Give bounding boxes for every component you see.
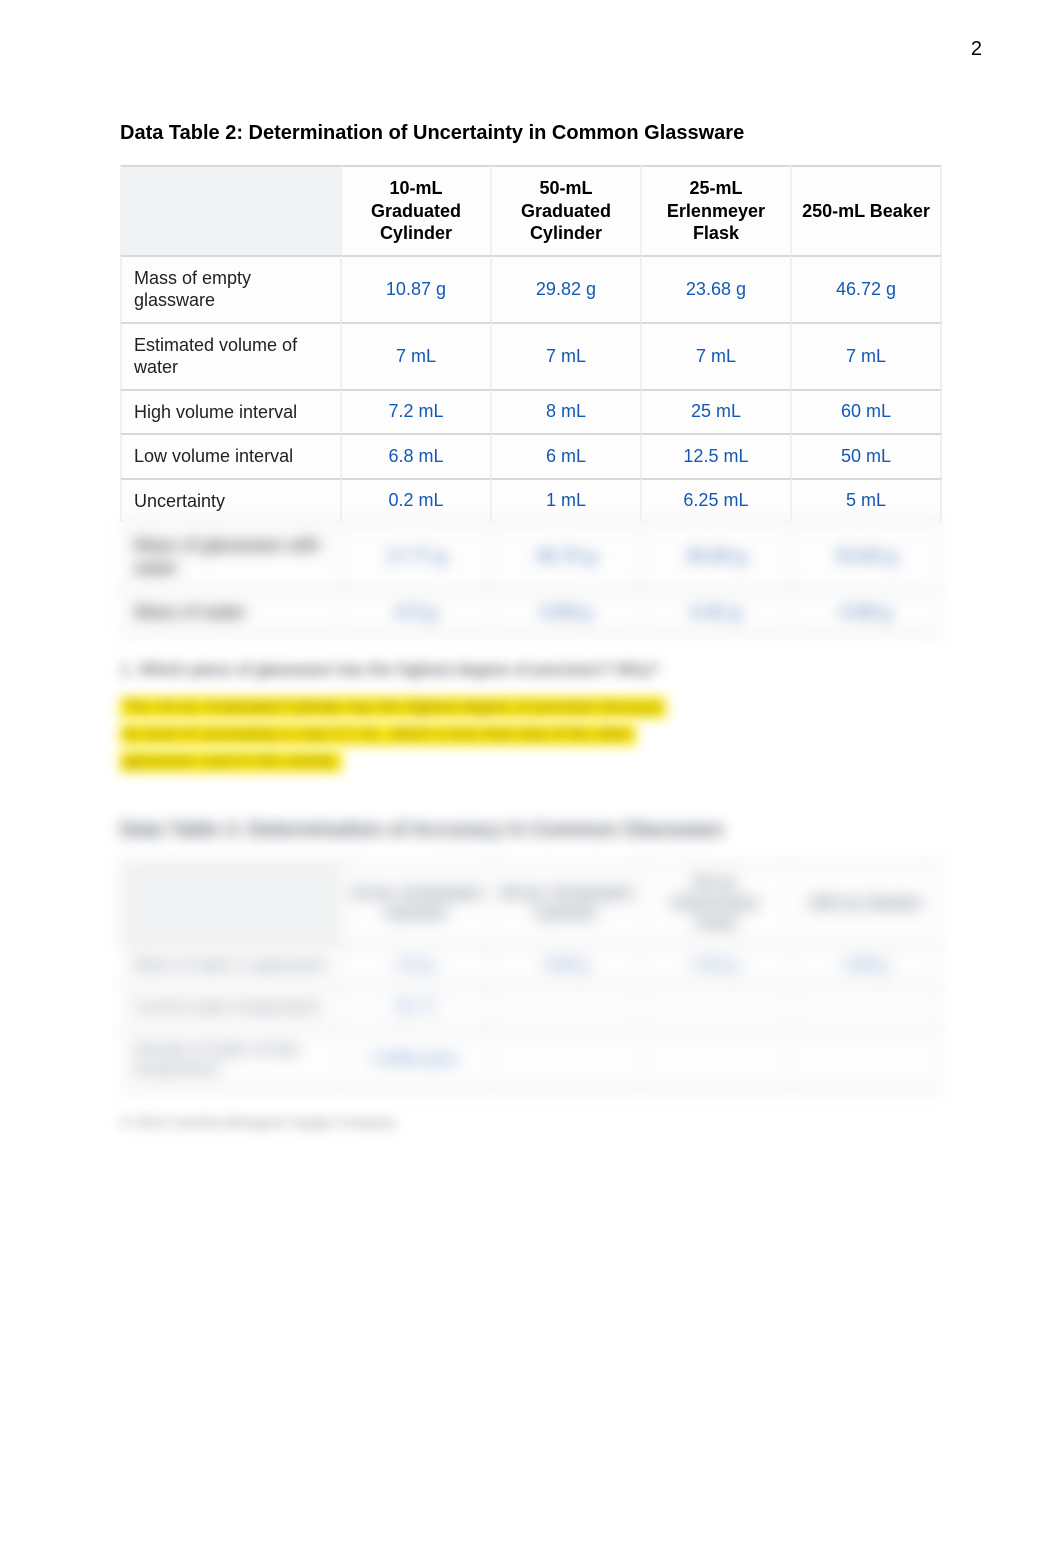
col-blank [120,165,342,255]
cell: 6.92 g [642,589,792,636]
footer-copyright: © 2016 Carolina Biological Supply Compan… [120,1114,942,1130]
col-50ml: 50-mL Graduated Cylinder [492,862,642,944]
table-row: Current water temperature 20 °C [120,986,942,1028]
table-row: Low volume interval 6.8 mL 6 mL 12.5 mL … [120,433,942,478]
cell: 6.9 g [342,589,492,636]
col-25ml-flask: 25-mL Erlenmeyer Flask [642,862,792,944]
cell [792,1028,942,1092]
cell: 10.87 g [342,255,492,322]
cell: 6.8 mL [342,433,492,478]
cell: 6.88 g [492,589,642,636]
cell: 60 mL [792,389,942,434]
table-row: Mass of empty glassware 10.87 g 29.82 g … [120,255,942,322]
table3-title: Data Table 3: Determination of Accuracy … [120,817,942,844]
cell: 17.77 g [342,522,492,589]
table-row: Density of water at that temperature 0.9… [120,1028,942,1092]
cell: 12.5 mL [642,433,792,478]
cell: 7 mL [792,322,942,389]
cell: 6.92 g [642,944,792,986]
cell: 7.2 mL [342,389,492,434]
table-row: Uncertainty 0.2 mL 1 mL 6.25 mL 5 mL [120,478,942,523]
row-label: Mass of glassware with water [120,522,342,589]
highlight-line: glassware used in this activity. [120,751,342,772]
cell: 29.82 g [492,255,642,322]
cell: 7 mL [342,322,492,389]
cell: 1 mL [492,478,642,523]
table-row: Mass of water in glassware 6.9 g 6.88 g … [120,944,942,986]
col-blank [120,862,342,944]
col-10ml: 10-mL Graduated Cylinder [342,862,492,944]
page-number: 2 [971,38,982,61]
row-label: Mass of water in glassware [120,944,342,986]
cell: 5 mL [792,478,942,523]
table-row: Estimated volume of water 7 mL 7 mL 7 mL… [120,322,942,389]
row-label: Uncertainty [120,478,342,523]
cell [492,1028,642,1092]
cell: 6.88 g [492,944,642,986]
row-label: Current water temperature [120,986,342,1028]
col-250ml-beaker: 250-mL Beaker [792,165,942,255]
col-10ml: 10-mL Graduated Cylinder [342,165,492,255]
highlight-line: its level of uncertainty is only 0.2 mL,… [120,724,636,745]
cell: 7 mL [642,322,792,389]
cell [642,1028,792,1092]
data-table-2: 10-mL Graduated Cylinder 50-mL Graduated… [120,165,942,636]
cell: 6.88 g [792,944,942,986]
row-label: Low volume interval [120,433,342,478]
col-250ml-beaker: 250-mL Beaker [792,862,942,944]
cell: 6.88 g [792,589,942,636]
answer-highlight: The 10-mL Graduated Cylinder has the hig… [120,694,942,776]
table-header-row: 10-mL Graduated Cylinder 50-mL Graduated… [120,165,942,255]
cell: 23.68 g [642,255,792,322]
cell: 0.9982 g/mL [342,1028,492,1092]
row-label: Mass of water [120,589,342,636]
cell: 20 °C [342,986,492,1028]
cell: 30.60 g [642,522,792,589]
cell: 25 mL [642,389,792,434]
table2-title: Data Table 2: Determination of Uncertain… [120,120,942,147]
cell: 0.2 mL [342,478,492,523]
cell: 53.60 g [792,522,942,589]
row-label: Estimated volume of water [120,322,342,389]
question-1: 1. Which piece of glassware has the high… [120,660,942,680]
cell: 6 mL [492,433,642,478]
highlight-line: The 10-mL Graduated Cylinder has the hig… [120,697,666,718]
row-label: Mass of empty glassware [120,255,342,322]
cell [792,986,942,1028]
cell [642,986,792,1028]
row-label: High volume interval [120,389,342,434]
cell: 6.9 g [342,944,492,986]
col-25ml-flask: 25-mL Erlenmeyer Flask [642,165,792,255]
data-table-3: 10-mL Graduated Cylinder 50-mL Graduated… [120,862,942,1092]
table-row: High volume interval 7.2 mL 8 mL 25 mL 6… [120,389,942,434]
cell: 6.25 mL [642,478,792,523]
table-row-blurred: Mass of glassware with water 17.77 g 36.… [120,522,942,589]
row-label: Density of water at that temperature [120,1028,342,1092]
cell: 36.70 g [492,522,642,589]
cell: 50 mL [792,433,942,478]
cell [492,986,642,1028]
table-row-blurred: Mass of water 6.9 g 6.88 g 6.92 g 6.88 g [120,589,942,636]
table-header-row: 10-mL Graduated Cylinder 50-mL Graduated… [120,862,942,944]
cell: 46.72 g [792,255,942,322]
col-50ml: 50-mL Graduated Cylinder [492,165,642,255]
cell: 7 mL [492,322,642,389]
cell: 8 mL [492,389,642,434]
